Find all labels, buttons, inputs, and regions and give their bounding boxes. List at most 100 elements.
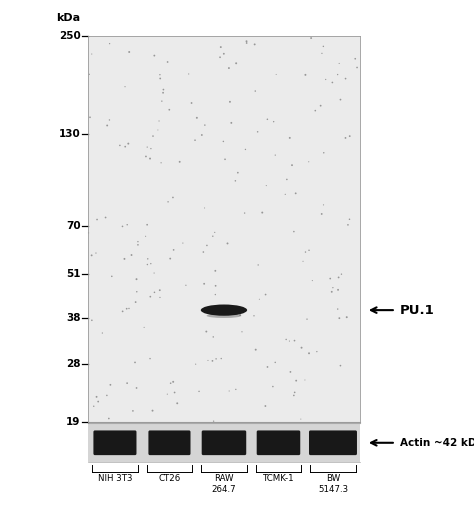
Point bbox=[311, 106, 319, 114]
Point bbox=[85, 70, 93, 78]
Text: 130: 130 bbox=[59, 129, 81, 138]
Bar bbox=[88, 36, 360, 422]
Point bbox=[219, 137, 227, 146]
Point bbox=[201, 204, 209, 212]
Point bbox=[327, 274, 334, 283]
Point bbox=[238, 328, 246, 336]
Bar bbox=[88, 423, 360, 462]
Point bbox=[173, 399, 181, 407]
Point bbox=[103, 122, 111, 130]
Point bbox=[322, 75, 329, 83]
Point bbox=[254, 128, 262, 136]
Point bbox=[169, 193, 177, 201]
Point bbox=[242, 145, 249, 153]
Point bbox=[343, 313, 351, 321]
Point bbox=[290, 227, 298, 236]
Point bbox=[156, 71, 164, 79]
Point bbox=[128, 251, 135, 259]
Point bbox=[270, 118, 277, 126]
Point bbox=[123, 221, 131, 229]
Point bbox=[121, 83, 129, 91]
FancyBboxPatch shape bbox=[257, 430, 300, 455]
Point bbox=[216, 53, 224, 61]
Text: CT26: CT26 bbox=[158, 474, 181, 483]
Point bbox=[264, 363, 271, 371]
Point bbox=[234, 169, 242, 177]
Point bbox=[176, 158, 183, 166]
Point bbox=[252, 87, 259, 95]
Point bbox=[337, 270, 345, 278]
Point bbox=[86, 113, 94, 122]
Point bbox=[211, 228, 219, 237]
Text: BW
5147.3: BW 5147.3 bbox=[318, 474, 348, 494]
Point bbox=[319, 42, 327, 51]
Point bbox=[232, 59, 240, 67]
Point bbox=[211, 290, 219, 298]
Point bbox=[272, 151, 279, 159]
Point bbox=[262, 290, 269, 298]
Point bbox=[301, 71, 309, 79]
Point bbox=[203, 241, 211, 249]
Point bbox=[212, 282, 219, 290]
Point bbox=[225, 64, 233, 72]
Point bbox=[154, 126, 162, 134]
Point bbox=[164, 390, 171, 398]
Point bbox=[291, 388, 299, 397]
Point bbox=[237, 311, 244, 319]
Point bbox=[309, 276, 316, 285]
Point bbox=[273, 71, 280, 79]
Point bbox=[193, 114, 201, 122]
Text: NIH 3T3: NIH 3T3 bbox=[98, 474, 132, 483]
Point bbox=[146, 293, 154, 301]
Point bbox=[217, 43, 225, 51]
Point bbox=[292, 189, 300, 197]
Text: 250: 250 bbox=[59, 31, 81, 41]
Point bbox=[305, 246, 313, 254]
Point bbox=[211, 267, 219, 275]
Point bbox=[201, 121, 209, 129]
Point bbox=[258, 208, 266, 217]
Point bbox=[301, 248, 309, 256]
Point bbox=[134, 241, 142, 249]
Point bbox=[99, 329, 106, 337]
Point bbox=[179, 239, 187, 247]
Point bbox=[188, 99, 195, 107]
Point bbox=[225, 387, 233, 395]
Point bbox=[155, 117, 163, 125]
Point bbox=[286, 134, 293, 142]
Point bbox=[336, 59, 343, 67]
Point bbox=[353, 63, 361, 72]
Point bbox=[334, 305, 341, 313]
Point bbox=[283, 335, 290, 343]
Point bbox=[116, 142, 124, 150]
Point bbox=[171, 388, 178, 397]
Text: 51: 51 bbox=[66, 269, 81, 279]
FancyBboxPatch shape bbox=[202, 430, 246, 455]
Ellipse shape bbox=[208, 306, 240, 314]
Point bbox=[149, 132, 157, 140]
Point bbox=[92, 249, 100, 257]
Point bbox=[94, 398, 102, 406]
Point bbox=[299, 257, 307, 265]
FancyBboxPatch shape bbox=[309, 430, 357, 455]
Point bbox=[303, 315, 311, 323]
Point bbox=[164, 58, 172, 66]
Point bbox=[144, 261, 151, 269]
Point bbox=[149, 407, 156, 415]
Point bbox=[243, 37, 250, 45]
Point bbox=[157, 159, 165, 167]
Point bbox=[243, 39, 250, 47]
Point bbox=[195, 387, 203, 396]
Text: kDa: kDa bbox=[56, 13, 81, 23]
Point bbox=[166, 254, 174, 263]
Point bbox=[129, 407, 137, 415]
Text: 19: 19 bbox=[66, 416, 81, 427]
Point bbox=[144, 255, 152, 263]
Point bbox=[212, 355, 220, 363]
Point bbox=[165, 106, 173, 114]
Point bbox=[121, 255, 128, 263]
Point bbox=[241, 209, 248, 217]
Point bbox=[307, 34, 315, 42]
Point bbox=[255, 295, 263, 304]
Point bbox=[102, 214, 109, 222]
